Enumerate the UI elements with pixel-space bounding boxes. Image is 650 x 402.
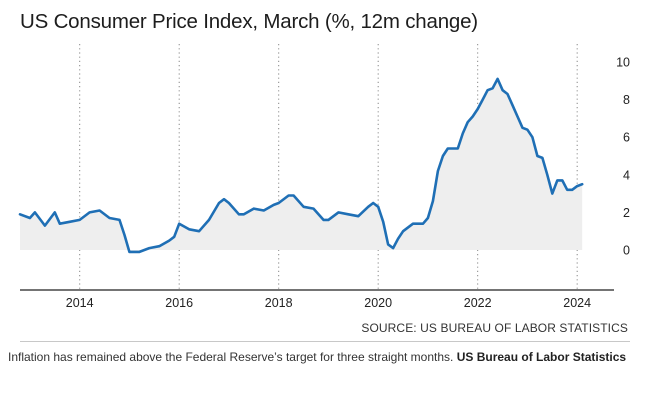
caption-credit: US Bureau of Labor Statistics [456,350,627,364]
series-area-fill [20,78,583,252]
x-tick-label-2024: 2024 [563,296,591,310]
y-axis-ticks: 0 2 4 6 8 10 [616,56,630,258]
source-note: SOURCE: US BUREAU OF LABOR STATISTICS [361,321,628,335]
x-tick-label-2016: 2016 [165,296,193,310]
y-tick-label-8: 8 [623,93,630,107]
x-tick-label-2014: 2014 [66,296,94,310]
y-tick-label-0: 0 [623,244,630,258]
line-chart: 2014 2016 2018 2020 2022 2024 0 2 4 6 8 10 [18,44,630,310]
y-tick-label-10: 10 [616,56,630,70]
divider [20,341,630,342]
x-tick-label-2020: 2020 [364,296,392,310]
y-tick-label-4: 4 [623,168,630,182]
chart-title: US Consumer Price Index, March (%, 12m c… [20,10,478,33]
x-tick-label-2018: 2018 [265,296,293,310]
series-line [18,77,584,254]
caption-text: Inflation has remained above the Federal… [8,350,454,364]
y-tick-label-6: 6 [623,131,630,145]
caption: Inflation has remained above the Federal… [8,349,628,365]
x-tick-label-2022: 2022 [464,296,492,310]
x-axis-ticks: 2014 2016 2018 2020 2022 2024 [66,296,591,310]
y-tick-label-2: 2 [623,206,630,220]
